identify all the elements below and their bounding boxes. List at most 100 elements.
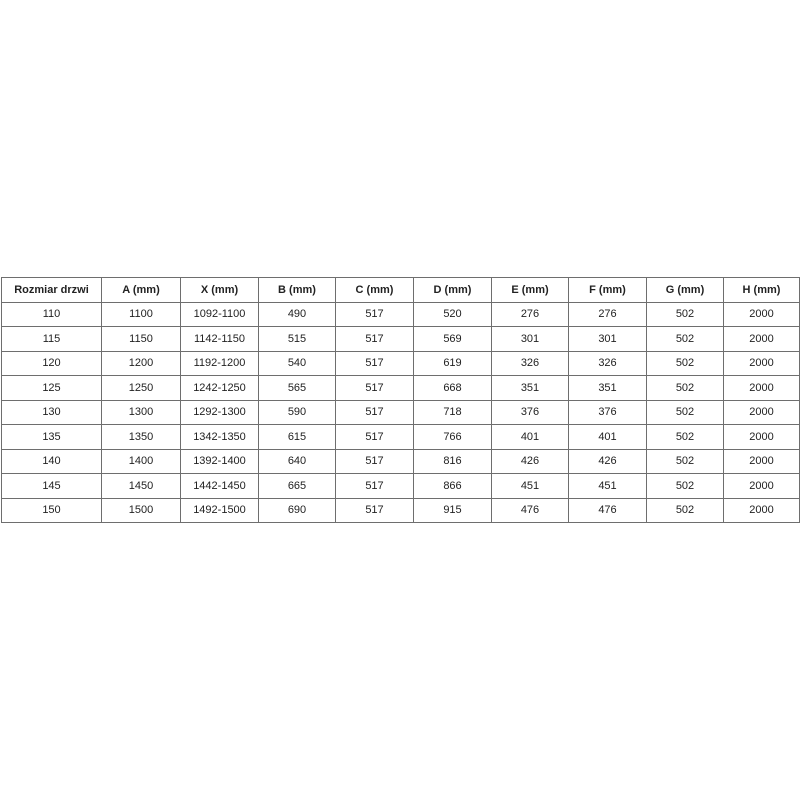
table-cell: 426 [491, 448, 569, 474]
table-cell: 301 [568, 326, 647, 352]
table-cell: 517 [335, 473, 414, 499]
table-cell: 1342-1350 [180, 424, 259, 450]
table-cell: 540 [258, 350, 336, 376]
table-cell: 135 [1, 424, 102, 450]
table-cell: 326 [568, 350, 647, 376]
table-cell: 2000 [723, 424, 800, 450]
table-cell: 718 [413, 399, 492, 425]
table-row: 110 1100 1092-1100 490 517 520 276 276 502 2000 [1, 301, 800, 327]
table-cell: 1142-1150 [180, 326, 259, 352]
table-cell: 401 [491, 424, 569, 450]
table-cell: 517 [335, 399, 414, 425]
column-header: B (mm) [258, 277, 336, 303]
table-cell: 145 [1, 473, 102, 499]
table-cell: 1450 [101, 473, 181, 499]
table-cell: 1492-1500 [180, 497, 259, 523]
table-row: 150 1500 1492-1500 690 517 915 476 476 502 2000 [1, 497, 800, 523]
table-cell: 1292-1300 [180, 399, 259, 425]
dimensions-table: Rozmiar drzwi A (mm) X (mm) B (mm) C (mm) D (… [1, 277, 800, 523]
column-header: F (mm) [568, 277, 647, 303]
table-cell: 1500 [101, 497, 181, 523]
table-row: 120 1200 1192-1200 540 517 619 326 326 502 2000 [1, 350, 800, 376]
table-cell: 1192-1200 [180, 350, 259, 376]
table-cell: 476 [491, 497, 569, 523]
table-cell: 502 [646, 424, 724, 450]
table-cell: 125 [1, 375, 102, 401]
table-cell: 276 [568, 301, 647, 327]
table-cell: 351 [491, 375, 569, 401]
table-cell: 569 [413, 326, 492, 352]
table-cell: 1442-1450 [180, 473, 259, 499]
table-row: 145 1450 1442-1450 665 517 866 451 451 502 2000 [1, 473, 800, 499]
column-header: X (mm) [180, 277, 259, 303]
column-header: C (mm) [335, 277, 414, 303]
table-cell: 517 [335, 424, 414, 450]
table-cell: 816 [413, 448, 492, 474]
table-cell: 517 [335, 350, 414, 376]
table-cell: 615 [258, 424, 336, 450]
table-cell: 502 [646, 375, 724, 401]
table-cell: 1092-1100 [180, 301, 259, 327]
table-row: 125 1250 1242-1250 565 517 668 351 351 502 2000 [1, 375, 800, 401]
table-cell: 915 [413, 497, 492, 523]
table-cell: 2000 [723, 375, 800, 401]
table-cell: 2000 [723, 350, 800, 376]
table-cell: 2000 [723, 399, 800, 425]
table-cell: 2000 [723, 473, 800, 499]
table-cell: 515 [258, 326, 336, 352]
table-cell: 1350 [101, 424, 181, 450]
column-header: E (mm) [491, 277, 569, 303]
table-cell: 502 [646, 448, 724, 474]
column-header: A (mm) [101, 277, 181, 303]
table-cell: 502 [646, 497, 724, 523]
table-cell: 520 [413, 301, 492, 327]
table-cell: 490 [258, 301, 336, 327]
table-cell: 1400 [101, 448, 181, 474]
table-cell: 2000 [723, 301, 800, 327]
table-cell: 1250 [101, 375, 181, 401]
table-cell: 517 [335, 326, 414, 352]
table-cell: 1242-1250 [180, 375, 259, 401]
table-cell: 1100 [101, 301, 181, 327]
table-cell: 517 [335, 497, 414, 523]
table-cell: 690 [258, 497, 336, 523]
table-cell: 2000 [723, 326, 800, 352]
table-row: 130 1300 1292-1300 590 517 718 376 376 502 2000 [1, 399, 800, 425]
column-header: G (mm) [646, 277, 724, 303]
table-cell: 351 [568, 375, 647, 401]
table-cell: 451 [568, 473, 647, 499]
header-row: Rozmiar drzwi A (mm) X (mm) B (mm) C (mm) D (… [1, 277, 800, 303]
table-cell: 502 [646, 473, 724, 499]
table-cell: 517 [335, 301, 414, 327]
table-cell: 665 [258, 473, 336, 499]
table-cell: 1200 [101, 350, 181, 376]
table-cell: 502 [646, 326, 724, 352]
table-row: 140 1400 1392-1400 640 517 816 426 426 502 2000 [1, 448, 800, 474]
table-cell: 130 [1, 399, 102, 425]
table-cell: 866 [413, 473, 492, 499]
table-cell: 2000 [723, 448, 800, 474]
table-cell: 115 [1, 326, 102, 352]
table-cell: 640 [258, 448, 336, 474]
table-cell: 110 [1, 301, 102, 327]
table-cell: 1392-1400 [180, 448, 259, 474]
table-cell: 426 [568, 448, 647, 474]
table-cell: 301 [491, 326, 569, 352]
table-cell: 150 [1, 497, 102, 523]
table-cell: 451 [491, 473, 569, 499]
table-row: 135 1350 1342-1350 615 517 766 401 401 502 2000 [1, 424, 800, 450]
column-header: D (mm) [413, 277, 492, 303]
table-cell: 476 [568, 497, 647, 523]
table-cell: 502 [646, 301, 724, 327]
table-cell: 590 [258, 399, 336, 425]
table-cell: 668 [413, 375, 492, 401]
table-cell: 401 [568, 424, 647, 450]
table-cell: 140 [1, 448, 102, 474]
table-cell: 276 [491, 301, 569, 327]
table-cell: 120 [1, 350, 102, 376]
table-cell: 2000 [723, 497, 800, 523]
table-cell: 376 [568, 399, 647, 425]
column-header: Rozmiar drzwi [1, 277, 102, 303]
table-row: 115 1150 1142-1150 515 517 569 301 301 502 2000 [1, 326, 800, 352]
table-cell: 766 [413, 424, 492, 450]
